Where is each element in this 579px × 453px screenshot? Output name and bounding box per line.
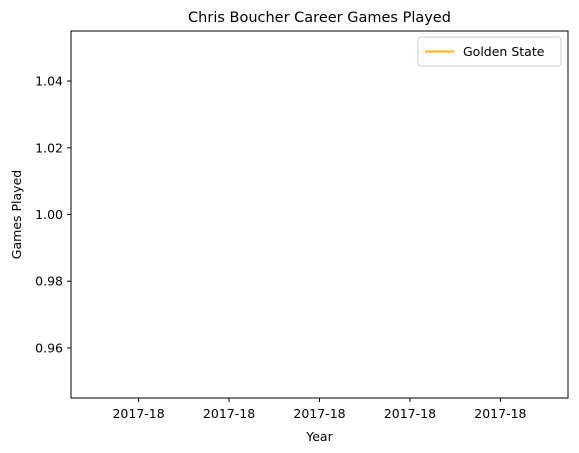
plot-area-frame	[70, 30, 569, 399]
y-axis-label: Games Played	[9, 170, 24, 259]
y-tick-label: 0.98	[35, 274, 63, 289]
y-tick-label: 0.96	[35, 340, 63, 355]
chart-title: Chris Boucher Career Games Played	[188, 10, 451, 26]
x-tick-label: 2017-18	[203, 406, 255, 421]
legend-box	[417, 36, 562, 67]
legend-label-golden-state: Golden State	[463, 44, 545, 59]
x-axis-ticks: 2017-18 2017-18 2017-18 2017-18 2017-18	[112, 398, 527, 421]
y-tick-label: 1.00	[35, 207, 63, 222]
legend: Golden State	[417, 36, 562, 67]
y-tick-label: 1.02	[35, 140, 63, 155]
y-tick-label: 1.04	[35, 74, 63, 89]
x-tick-label: 2017-18	[112, 406, 164, 421]
x-tick-label: 2017-18	[384, 406, 436, 421]
x-tick-label: 2017-18	[474, 406, 526, 421]
x-tick-label: 2017-18	[293, 406, 345, 421]
x-axis-label: Year	[305, 429, 333, 444]
y-axis-ticks: 0.96 0.98 1.00 1.02 1.04	[35, 74, 71, 355]
